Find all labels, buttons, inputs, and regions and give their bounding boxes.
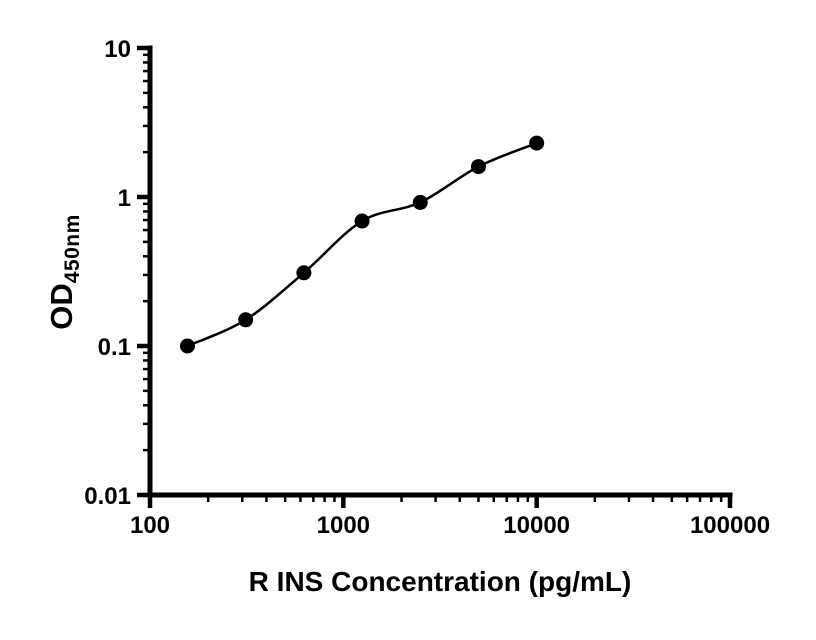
data-point-marker <box>238 312 254 328</box>
x-tick-label: 1000 <box>317 512 370 539</box>
x-tick-label: 100000 <box>690 512 770 539</box>
x-tick-label: 10000 <box>503 512 570 539</box>
data-point-marker <box>179 338 195 354</box>
x-tick-label: 100 <box>130 512 170 539</box>
data-point-marker <box>412 194 428 210</box>
y-axis-title-main: OD <box>44 283 79 330</box>
data-point-marker <box>470 159 486 175</box>
x-axis-title: R INS Concentration (pg/mL) <box>248 566 632 597</box>
y-axis-title: OD450nm <box>42 162 84 382</box>
y-tick-label: 0.1 <box>98 334 131 361</box>
y-axis-title-subscript: 450nm <box>61 214 84 284</box>
data-point-marker <box>529 135 545 151</box>
y-tick-label: 1 <box>118 185 131 212</box>
y-tick-label: 0.01 <box>84 483 131 510</box>
data-point-marker <box>354 213 370 229</box>
y-tick-label: 10 <box>104 36 131 63</box>
data-point-marker <box>296 265 312 281</box>
